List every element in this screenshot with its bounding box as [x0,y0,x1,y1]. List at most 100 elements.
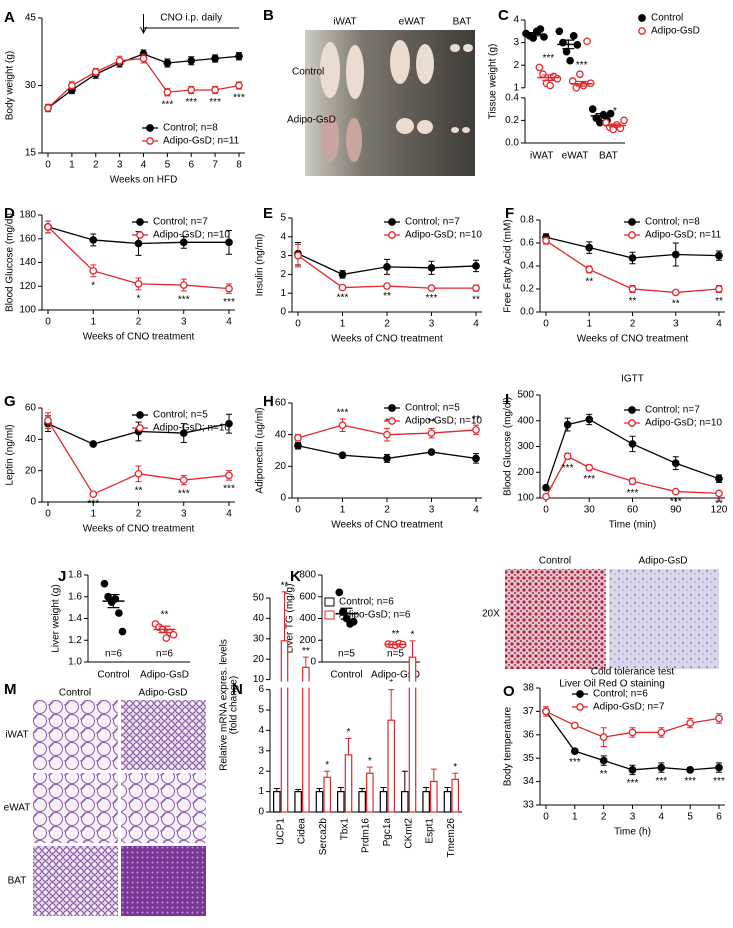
y-tick-label: 0 [258,807,264,818]
y-tick-label: 1 [258,786,264,797]
x-tick-label: 6 [188,160,194,171]
marker [89,490,98,499]
significance: *** [655,776,667,787]
marker [542,236,550,245]
y-tick-label: 0.4 [505,92,519,103]
legend-label: Adipo-GsD [651,26,700,37]
marker [162,634,171,642]
legend-marker [628,406,636,414]
n-label: n=6 [105,649,122,660]
marker [628,728,637,737]
marker [576,70,584,79]
column-label: Adipo-GsD [139,688,188,699]
marker [89,440,98,448]
x-tick-label: 0 [45,509,51,520]
y-axis-label: Insulin (ng/ml) [255,234,266,297]
y-tick-label: 40 [253,613,265,624]
y-axis-label: Body weight (g) [5,51,16,120]
marker [44,416,52,425]
y-tick-label: 0.2 [520,284,534,295]
legend-label: Adipo-GsD; n=10 [153,230,230,241]
y-axis-label: (fold change) [229,676,240,734]
row-label: BAT [8,876,27,887]
significance: ** [302,646,310,657]
error-bar [366,766,373,774]
legend-label: Control; n=6 [593,689,648,700]
legend-marker [576,703,584,711]
x-tick-label: 1 [69,160,75,171]
y-tick-label: 50 [253,593,265,604]
panel-letter: D [4,205,15,222]
legend-label: Adipo-GsD; n=10 [405,416,482,427]
error-bar [380,787,387,792]
y-tick-label: 100 [517,493,534,504]
marker [115,56,124,65]
marker [715,474,723,483]
bar [379,790,388,813]
significance: ** [585,277,593,288]
marker [599,756,608,765]
marker [628,440,637,448]
y-tick-label: 0.4 [520,261,534,272]
x-axis-label: Weeks of CNO treatment [331,334,443,345]
marker [563,420,572,429]
marker [225,471,233,480]
column-label: Adipo-GsD [639,556,688,567]
bar [358,790,366,813]
marker [542,707,550,716]
y-tick-label: 37 [523,706,535,717]
significance: ** [281,581,289,592]
micrograph [121,846,206,916]
marker [546,81,554,90]
y-tick-label: 0.0 [505,138,519,149]
error-bar [107,593,120,609]
y-tick-label: 0.2 [505,115,519,126]
legend-marker [136,411,144,419]
y-tick-label: 36 [523,729,535,740]
y-tick-label: 1.4 [68,613,82,624]
y-tick-label: 5 [280,213,286,224]
x-tick-label: 4 [716,319,722,330]
legend-marker [146,124,154,132]
y-tick-label: 4 [258,725,264,736]
x-tick-label: 3 [429,505,435,516]
legend-label: Control; n=7 [405,217,460,228]
panel-l: L Control Adipo-GsD 20X Liver Oil Red O … [482,556,719,690]
y-tick-label: 20 [275,461,287,472]
y-tick-label: 1.2 [68,635,82,646]
x-tick-label: Control [97,670,129,681]
panel-letter: N [232,681,243,698]
significance: ** [161,610,169,621]
marker [179,238,188,247]
y-axis-label: Blood Glucose (mg/dl) [503,397,514,496]
x-tick-label: 8 [236,160,242,171]
y-tick-label: 0.6 [520,238,534,249]
legend-label: Control; n=8 [163,123,218,134]
error-bar [389,643,402,646]
significance: *** [162,99,174,110]
significance: * [347,727,351,738]
x-tick-label: 4 [473,505,479,516]
y-axis-label: Liver weight (g) [51,584,62,652]
marker [179,476,188,484]
x-tick-label: 0 [295,319,301,330]
y-tick-label: 20 [25,465,37,476]
y-tick-label: 15 [25,148,37,159]
marker [715,714,723,723]
x-tick-label: 5 [165,160,171,171]
y-axis-label: Liver TG (mg/g) [285,584,296,654]
micrograph [121,773,206,843]
x-tick-label: Pgc1a [382,818,393,847]
marker [211,86,219,94]
significance: ** [392,629,400,640]
y-tick-label: 40 [25,434,37,445]
marker [115,609,123,617]
marker [588,105,597,113]
significance: *** [713,776,725,787]
marker [657,763,666,772]
axis-break [271,681,463,688]
n-label: n=5 [338,649,355,660]
x-tick-label: 4 [226,509,232,520]
y-tick-label: 33 [523,800,535,811]
panel-letter: M [4,681,17,698]
